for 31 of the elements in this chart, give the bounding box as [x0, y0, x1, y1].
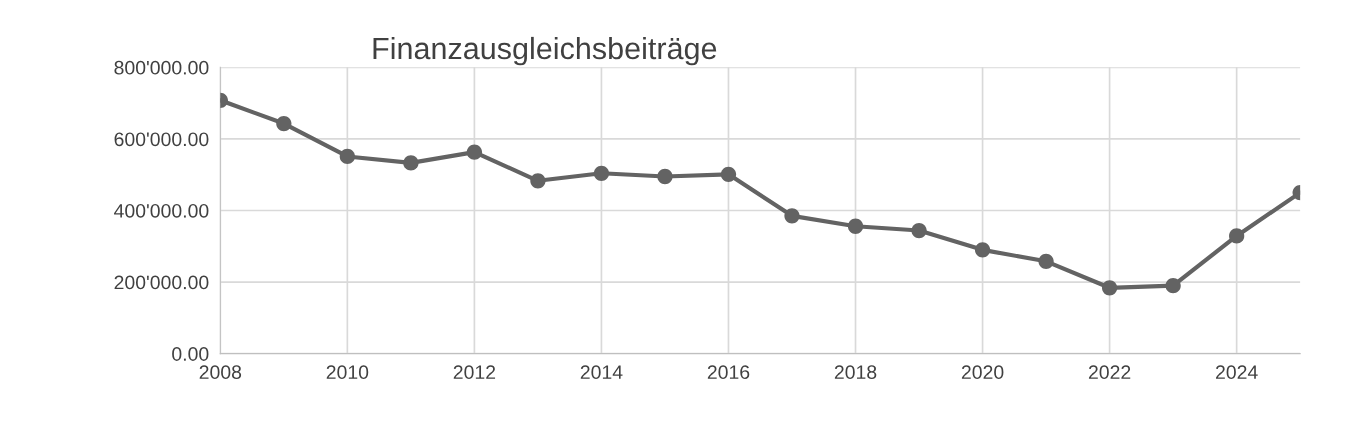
chart-title: Finanzausgleichsbeiträge [373, 36, 717, 66]
x-tick-label: 2024 [1215, 365, 1258, 380]
x-tick-label: 2014 [580, 365, 623, 380]
x-tick-label: 2012 [453, 365, 496, 380]
point [1101, 280, 1118, 296]
point [1229, 228, 1245, 244]
point [1038, 253, 1054, 269]
y-tick-label: 200'000.00 [114, 275, 209, 290]
y-tick-label: 600'000.00 [114, 132, 209, 147]
y-tick-label: 400'000.00 [114, 203, 209, 218]
y-tick-label: 800'000.00 [114, 60, 209, 75]
x-tick-label: 2008 [199, 365, 242, 380]
x-tick-label: 2016 [707, 365, 750, 380]
x-tick-label: 2018 [834, 365, 877, 380]
point [720, 166, 737, 182]
point [276, 115, 292, 132]
point [657, 168, 673, 185]
point [593, 165, 610, 181]
point [403, 155, 419, 171]
x-tick-label: 2020 [961, 365, 1004, 380]
point [974, 242, 991, 258]
point [911, 222, 927, 239]
point [339, 148, 355, 165]
point [1165, 278, 1181, 294]
point [784, 208, 800, 224]
point [466, 144, 483, 160]
x-tick-label: 2010 [326, 365, 369, 380]
point [530, 173, 546, 189]
y-tick-label: 0.00 [172, 347, 209, 361]
point [847, 218, 864, 234]
x-tick-label: 2022 [1088, 365, 1131, 380]
